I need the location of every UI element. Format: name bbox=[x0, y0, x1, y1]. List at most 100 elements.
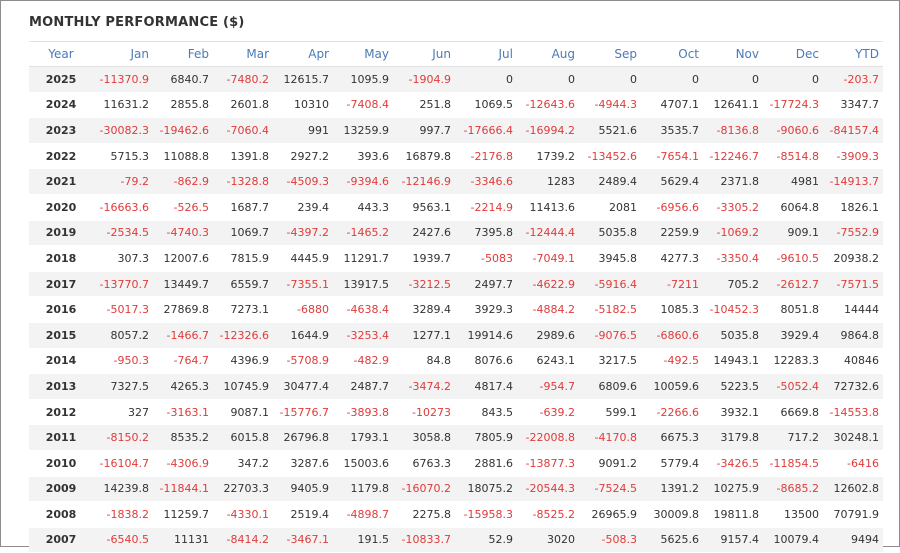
month-value-cell: -3467.1 bbox=[273, 527, 333, 553]
month-value-cell: 30009.8 bbox=[641, 501, 703, 528]
month-value-cell: -3346.6 bbox=[455, 168, 517, 195]
month-value-cell: -639.2 bbox=[517, 399, 579, 426]
month-value-cell: 8076.6 bbox=[455, 348, 517, 375]
year-cell: 2007 bbox=[29, 527, 93, 553]
table-row: 2023 -30082.3 -19462.6 -7060.4 991 13259.9 997… bbox=[29, 117, 883, 144]
month-value-cell: 251.8 bbox=[393, 92, 455, 119]
month-value-cell: 9087.1 bbox=[213, 399, 273, 426]
month-value-cell: 3945.8 bbox=[579, 245, 641, 272]
month-value-cell: 0 bbox=[703, 66, 763, 93]
month-value-cell: 327 bbox=[93, 399, 153, 426]
ytd-cell: -7571.5 bbox=[823, 271, 883, 298]
month-value-cell: 11631.2 bbox=[93, 92, 153, 119]
month-value-cell: 12283.3 bbox=[763, 348, 823, 375]
year-cell: 2008 bbox=[29, 501, 93, 528]
month-value-cell: 3929.3 bbox=[455, 296, 517, 323]
month-value-cell: 5625.6 bbox=[641, 527, 703, 553]
month-value-cell: 6763.3 bbox=[393, 450, 455, 477]
table-row: 2024 11631.2 2855.8 2601.8 10310 -7408.4 251.8… bbox=[29, 92, 883, 119]
month-value-cell: -15958.3 bbox=[455, 501, 517, 528]
month-value-cell: 5223.5 bbox=[703, 373, 763, 400]
year-cell: 2009 bbox=[29, 476, 93, 503]
month-value-cell: 2601.8 bbox=[213, 92, 273, 119]
month-value-cell: 2881.6 bbox=[455, 450, 517, 477]
column-header-oct: Oct bbox=[641, 41, 703, 67]
month-value-cell: 22703.3 bbox=[213, 476, 273, 503]
month-value-cell: 1739.2 bbox=[517, 143, 579, 170]
month-value-cell: -13877.3 bbox=[517, 450, 579, 477]
month-value-cell: -2534.5 bbox=[93, 220, 153, 247]
month-value-cell: 991 bbox=[273, 117, 333, 144]
month-value-cell: -6956.6 bbox=[641, 194, 703, 221]
ytd-cell: -6416 bbox=[823, 450, 883, 477]
month-value-cell: 10310 bbox=[273, 92, 333, 119]
ytd-cell: -14553.8 bbox=[823, 399, 883, 426]
month-value-cell: 9157.4 bbox=[703, 527, 763, 553]
month-value-cell: -4638.4 bbox=[333, 296, 393, 323]
month-value-cell: -15776.7 bbox=[273, 399, 333, 426]
month-value-cell: 14239.8 bbox=[93, 476, 153, 503]
table-row: 2016 -5017.3 27869.8 7273.1 -6880 -4638.4 3289… bbox=[29, 296, 883, 323]
month-value-cell: 4396.9 bbox=[213, 348, 273, 375]
month-value-cell: -9610.5 bbox=[763, 245, 823, 272]
month-value-cell: 52.9 bbox=[455, 527, 517, 553]
table-row: 2010 -16104.7 -4306.9 347.2 3287.6 15003.6 676… bbox=[29, 450, 883, 477]
month-value-cell: -2266.6 bbox=[641, 399, 703, 426]
month-value-cell: -3893.8 bbox=[333, 399, 393, 426]
month-value-cell: 843.5 bbox=[455, 399, 517, 426]
month-value-cell: -950.3 bbox=[93, 348, 153, 375]
column-header-may: May bbox=[333, 41, 393, 67]
month-value-cell: 5035.8 bbox=[579, 220, 641, 247]
column-header-apr: Apr bbox=[273, 41, 333, 67]
month-value-cell: 1085.3 bbox=[641, 296, 703, 323]
month-value-cell: 717.2 bbox=[763, 424, 823, 451]
month-value-cell: 5715.3 bbox=[93, 143, 153, 170]
month-value-cell: -6880 bbox=[273, 296, 333, 323]
month-value-cell: -3350.4 bbox=[703, 245, 763, 272]
table-header-row: Year Jan Feb Mar Apr May Jun Jul Aug Sep Oct Nov Dec… bbox=[29, 41, 883, 67]
month-value-cell: -7524.5 bbox=[579, 476, 641, 503]
month-value-cell: -4740.3 bbox=[153, 220, 213, 247]
year-cell: 2023 bbox=[29, 117, 93, 144]
month-value-cell: 2275.8 bbox=[393, 501, 455, 528]
month-value-cell: -8414.2 bbox=[213, 527, 273, 553]
table-row: 2012 327 -3163.1 9087.1 -15776.7 -3893.8 -1027… bbox=[29, 399, 883, 426]
month-value-cell: 2259.9 bbox=[641, 220, 703, 247]
month-value-cell: -9394.6 bbox=[333, 168, 393, 195]
month-value-cell: 15003.6 bbox=[333, 450, 393, 477]
table-body: 2025 -11370.9 6840.7 -7480.2 12615.7 1095.9 -1… bbox=[29, 66, 883, 553]
month-value-cell: -1838.2 bbox=[93, 501, 153, 528]
year-cell: 2020 bbox=[29, 194, 93, 221]
month-value-cell: -12146.9 bbox=[393, 168, 455, 195]
month-value-cell: 443.3 bbox=[333, 194, 393, 221]
month-value-cell: 1179.8 bbox=[333, 476, 393, 503]
month-value-cell: 8535.2 bbox=[153, 424, 213, 451]
month-value-cell: 26965.9 bbox=[579, 501, 641, 528]
month-value-cell: 3289.4 bbox=[393, 296, 455, 323]
month-value-cell: -7480.2 bbox=[213, 66, 273, 93]
ytd-cell: 9494 bbox=[823, 527, 883, 553]
ytd-cell: -3909.3 bbox=[823, 143, 883, 170]
month-value-cell: 3287.6 bbox=[273, 450, 333, 477]
ytd-cell: 3347.7 bbox=[823, 92, 883, 119]
table-row: 2007 -6540.5 11131 -8414.2 -3467.1 191.5 -1083… bbox=[29, 527, 883, 553]
month-value-cell: 14943.1 bbox=[703, 348, 763, 375]
month-value-cell: 5629.4 bbox=[641, 168, 703, 195]
month-value-cell: -10452.3 bbox=[703, 296, 763, 323]
month-value-cell: 4981 bbox=[763, 168, 823, 195]
month-value-cell: -20544.3 bbox=[517, 476, 579, 503]
month-value-cell: 1277.1 bbox=[393, 322, 455, 349]
month-value-cell: 9405.9 bbox=[273, 476, 333, 503]
month-value-cell: 4445.9 bbox=[273, 245, 333, 272]
month-value-cell: -12326.6 bbox=[213, 322, 273, 349]
month-value-cell: 1687.7 bbox=[213, 194, 273, 221]
month-value-cell: 599.1 bbox=[579, 399, 641, 426]
column-header-jul: Jul bbox=[455, 41, 517, 67]
month-value-cell: -3305.2 bbox=[703, 194, 763, 221]
month-value-cell: -13452.6 bbox=[579, 143, 641, 170]
month-value-cell: -1465.2 bbox=[333, 220, 393, 247]
table-row: 2018 307.3 12007.6 7815.9 4445.9 11291.7 1939.… bbox=[29, 245, 883, 272]
month-value-cell: -7060.4 bbox=[213, 117, 273, 144]
month-value-cell: -1328.8 bbox=[213, 168, 273, 195]
month-value-cell: -492.5 bbox=[641, 348, 703, 375]
